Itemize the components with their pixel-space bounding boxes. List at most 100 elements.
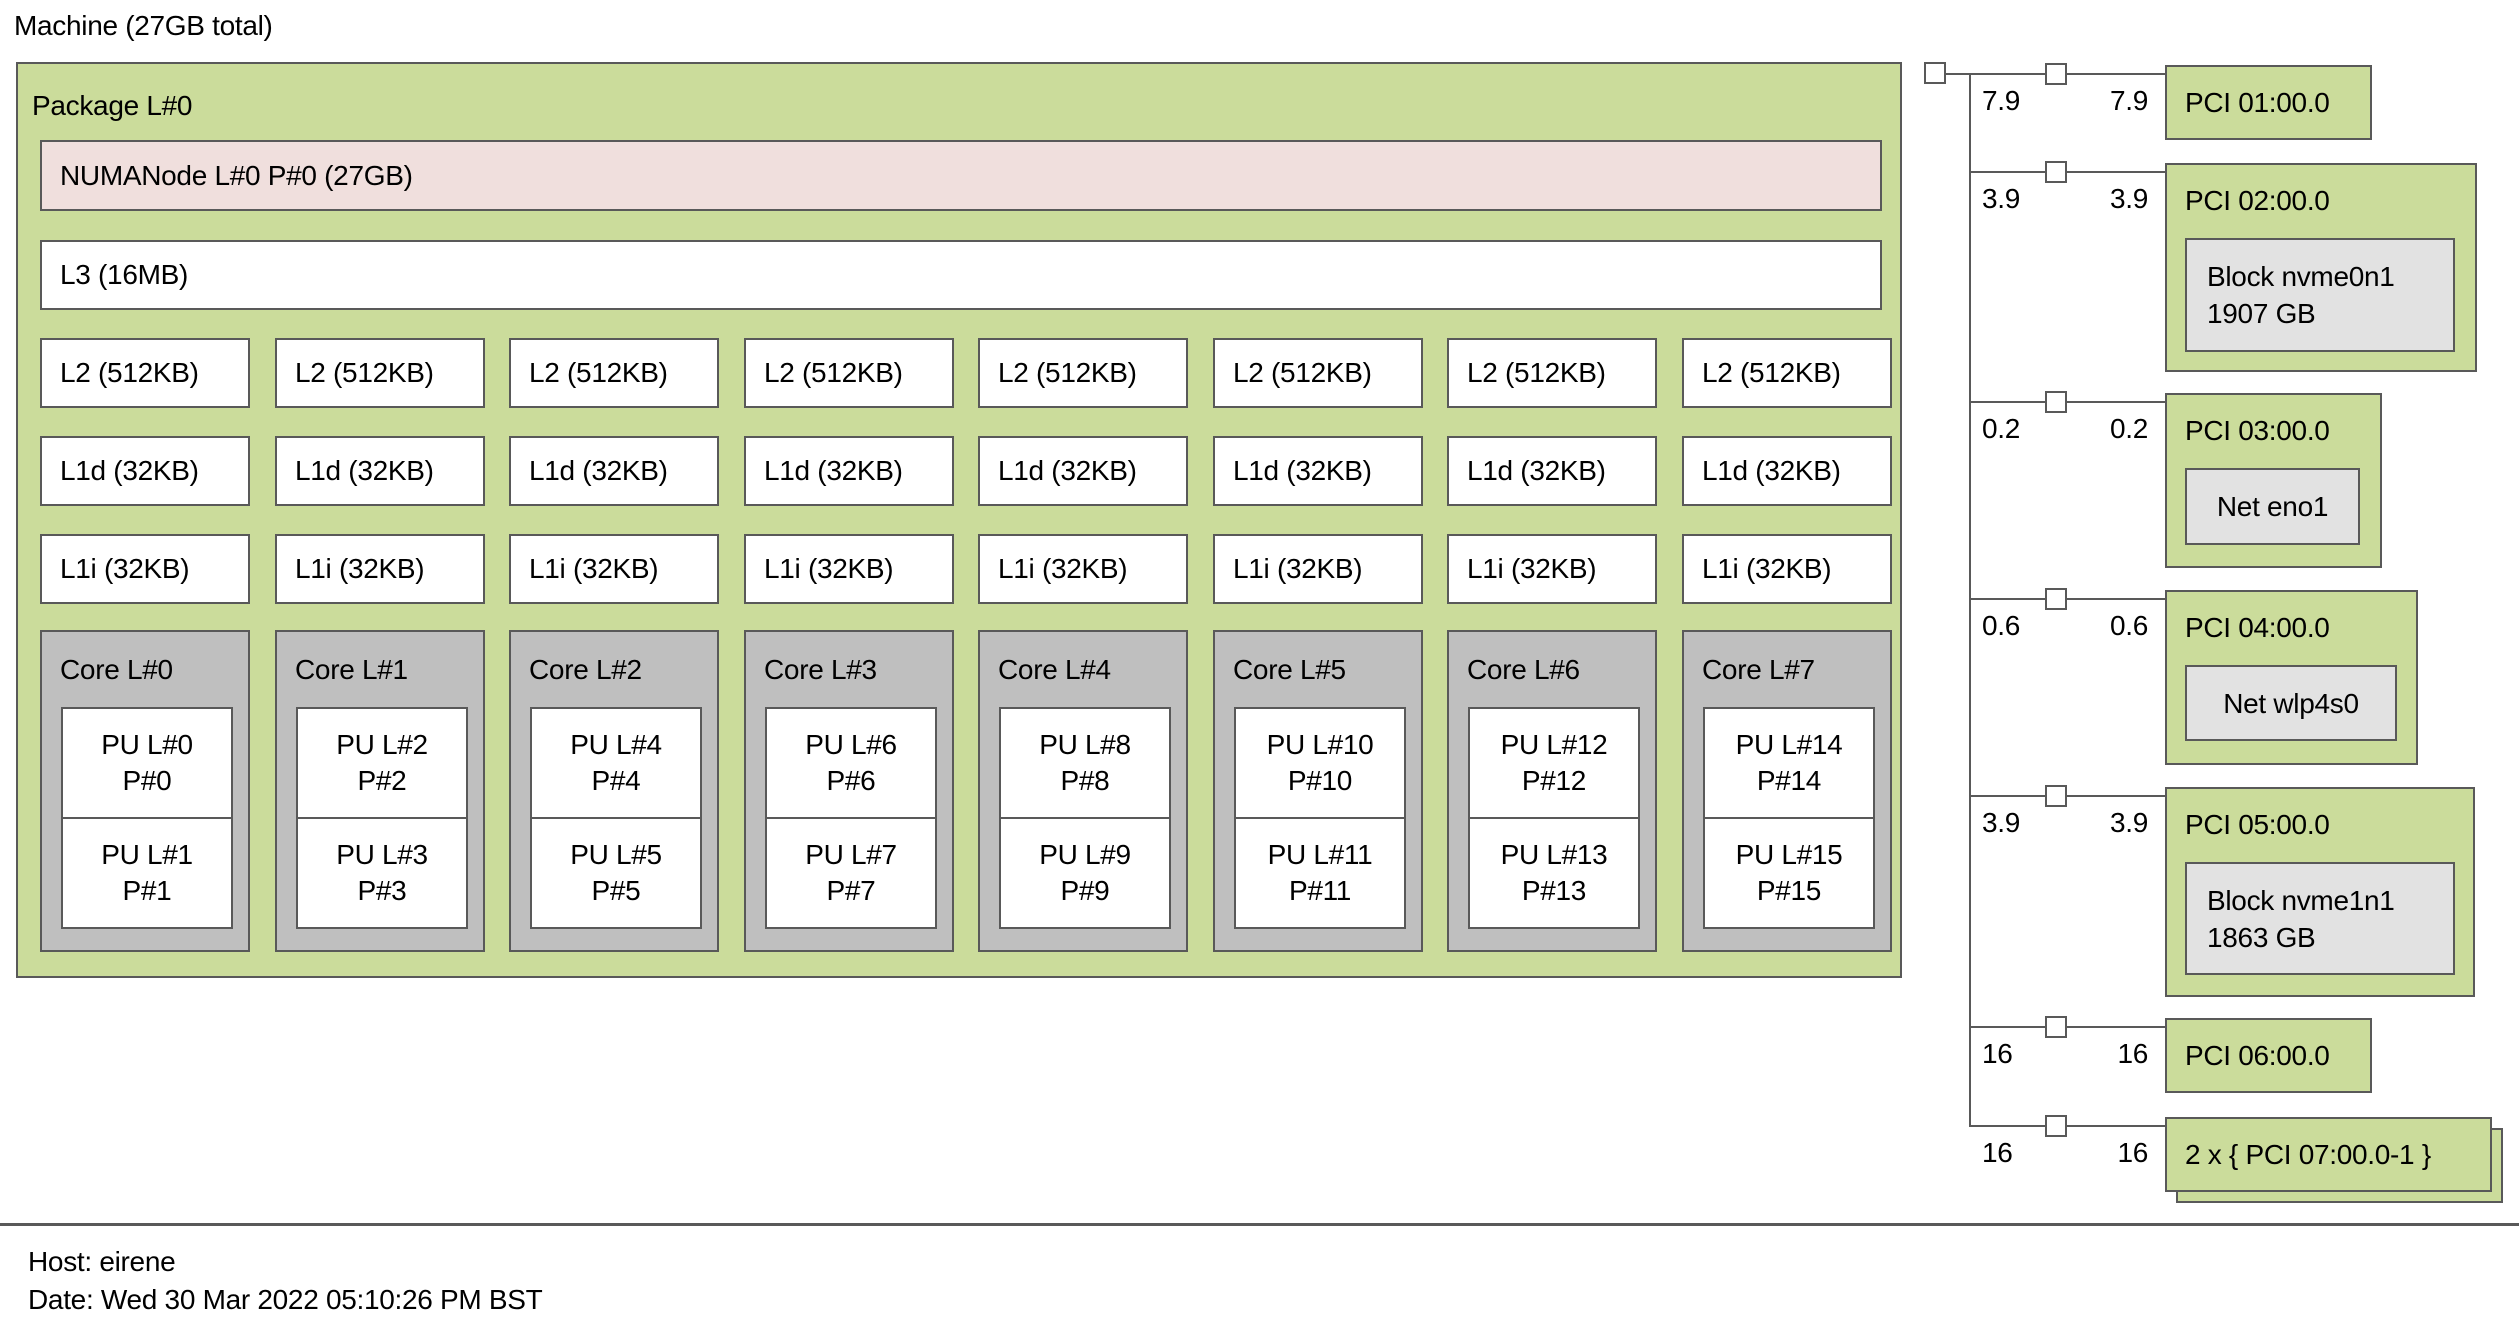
link-speed-upstream-label: 3.9	[1982, 807, 2021, 838]
l2-cache-label: L2 (512KB)	[764, 357, 903, 388]
l1i-cache-label: L1i (32KB)	[1702, 553, 1832, 584]
core-box: Core L#1 PU L#2 P#2 PU L#3 P#3	[275, 630, 485, 952]
pci-bridge-square	[2045, 1016, 2067, 1038]
pci-bridge-square	[2045, 391, 2067, 413]
pu-physical-label: P#7	[826, 875, 876, 906]
pu-physical-label: P#2	[357, 765, 407, 796]
l1d-cache-box: L1d (32KB)	[1682, 436, 1892, 506]
pu-box: PU L#9 P#9	[999, 817, 1171, 929]
pu-box: PU L#12 P#12	[1468, 707, 1640, 819]
machine-label: Machine (27GB total)	[14, 10, 273, 41]
pci-bridge-square	[2045, 161, 2067, 183]
pu-box: PU L#4 P#4	[530, 707, 702, 819]
l1d-cache-label: L1d (32KB)	[60, 455, 199, 486]
l1i-cache-box: L1i (32KB)	[40, 534, 250, 604]
l1d-cache-box: L1d (32KB)	[509, 436, 719, 506]
link-speed-upstream-label: 7.9	[1982, 85, 2021, 116]
pci-device-label: PCI 06:00.0	[2185, 1039, 2330, 1071]
core-box: Core L#5 PU L#10 P#10 PU L#11 P#11	[1213, 630, 1423, 952]
device-label-line: Block nvme1n1	[2207, 884, 2395, 916]
core-label: Core L#6	[1467, 654, 1580, 685]
pci-bridge-square	[2045, 63, 2067, 85]
l1i-cache-box: L1i (32KB)	[978, 534, 1188, 604]
link-speed-upstream-label: 16	[1982, 1137, 2013, 1168]
core-box: Core L#2 PU L#4 P#4 PU L#5 P#5	[509, 630, 719, 952]
l2-cache-label: L2 (512KB)	[529, 357, 668, 388]
link-speed-upstream-label: 3.9	[1982, 183, 2021, 214]
l1d-cache-label: L1d (32KB)	[1233, 455, 1372, 486]
l1d-cache-box: L1d (32KB)	[1447, 436, 1657, 506]
pci-device-box: PCI 01:00.0	[2165, 65, 2372, 140]
l1d-cache-box: L1d (32KB)	[744, 436, 954, 506]
l1d-cache-box: L1d (32KB)	[1213, 436, 1423, 506]
pu-logical-label: PU L#14	[1735, 729, 1843, 760]
pu-physical-label: P#6	[826, 765, 876, 796]
l1i-cache-box: L1i (32KB)	[1213, 534, 1423, 604]
core-label: Core L#1	[295, 654, 408, 685]
pci-bridge-square	[2045, 1115, 2067, 1137]
block-device-box: Block nvme1n1 1863 GB	[2185, 862, 2455, 975]
pu-logical-label: PU L#7	[805, 839, 897, 870]
pu-box: PU L#5 P#5	[530, 817, 702, 929]
pu-physical-label: P#3	[357, 875, 407, 906]
pu-box: PU L#6 P#6	[765, 707, 937, 819]
l2-cache-label: L2 (512KB)	[1467, 357, 1606, 388]
link-speed-upstream-label: 16	[1982, 1038, 2013, 1069]
pci-device-label: PCI 04:00.0	[2185, 612, 2330, 643]
device-label-line: 1907 GB	[2207, 298, 2316, 329]
pu-box: PU L#13 P#13	[1468, 817, 1640, 929]
pu-logical-label: PU L#10	[1266, 729, 1374, 760]
hostbridge-square	[1924, 62, 1946, 84]
l2-cache-box: L2 (512KB)	[40, 338, 250, 408]
l1i-cache-box: L1i (32KB)	[1447, 534, 1657, 604]
pu-box: PU L#15 P#15	[1703, 817, 1875, 929]
pu-physical-label: P#5	[591, 875, 641, 906]
l3-cache-box: L3 (16MB)	[40, 240, 1882, 310]
device-label-line: Block nvme0n1	[2207, 261, 2395, 292]
link-speed-downstream-label: 3.9	[2109, 183, 2148, 214]
pu-box: PU L#2 P#2	[296, 707, 468, 819]
l1d-cache-label: L1d (32KB)	[998, 455, 1137, 486]
l2-cache-box: L2 (512KB)	[1682, 338, 1892, 408]
core-box: Core L#6 PU L#12 P#12 PU L#13 P#13	[1447, 630, 1657, 952]
l1d-cache-label: L1d (32KB)	[1702, 455, 1841, 486]
l2-cache-label: L2 (512KB)	[295, 357, 434, 388]
pu-box: PU L#8 P#8	[999, 707, 1171, 819]
pci-device-label: PCI 01:00.0	[2185, 86, 2330, 118]
link-speed-downstream-label: 0.2	[2109, 413, 2148, 444]
l2-cache-label: L2 (512KB)	[1233, 357, 1372, 388]
l2-cache-box: L2 (512KB)	[978, 338, 1188, 408]
pu-logical-label: PU L#12	[1500, 729, 1608, 760]
pci-bridge-square	[2045, 588, 2067, 610]
pci-branch-line	[1969, 1125, 2165, 1127]
pci-branch-line	[1969, 598, 2165, 600]
l2-cache-label: L2 (512KB)	[998, 357, 1137, 388]
l2-cache-box: L2 (512KB)	[509, 338, 719, 408]
l2-cache-label: L2 (512KB)	[60, 357, 199, 388]
pci-branch-line	[1969, 401, 2165, 403]
pci-device-label: 2 x { PCI 07:00.0-1 }	[2185, 1138, 2431, 1170]
package-label: Package L#0	[32, 90, 193, 121]
link-speed-downstream-label: 7.9	[2109, 85, 2148, 116]
pu-box: PU L#7 P#7	[765, 817, 937, 929]
pu-physical-label: P#1	[122, 875, 172, 906]
pu-logical-label: PU L#13	[1500, 839, 1608, 870]
pu-logical-label: PU L#2	[336, 729, 428, 760]
l1d-cache-label: L1d (32KB)	[1467, 455, 1606, 486]
l1i-cache-box: L1i (32KB)	[1682, 534, 1892, 604]
host-label: Host: eirene	[28, 1246, 176, 1277]
pu-physical-label: P#15	[1756, 875, 1822, 906]
core-label: Core L#3	[764, 654, 877, 685]
l1i-cache-label: L1i (32KB)	[295, 553, 425, 584]
net-device-box: Net wlp4s0	[2185, 665, 2397, 741]
pci-branch-line	[1969, 171, 2165, 173]
link-speed-upstream-label: 0.2	[1982, 413, 2021, 444]
pci-device-box: PCI 06:00.0	[2165, 1018, 2372, 1093]
pu-physical-label: P#9	[1060, 875, 1110, 906]
core-box: Core L#3 PU L#6 P#6 PU L#7 P#7	[744, 630, 954, 952]
date-label: Date: Wed 30 Mar 2022 05:10:26 PM BST	[28, 1284, 543, 1315]
l3-cache-label: L3 (16MB)	[60, 259, 189, 290]
core-label: Core L#0	[60, 654, 173, 685]
l1i-cache-label: L1i (32KB)	[60, 553, 190, 584]
device-label-line: Net eno1	[2216, 491, 2329, 522]
